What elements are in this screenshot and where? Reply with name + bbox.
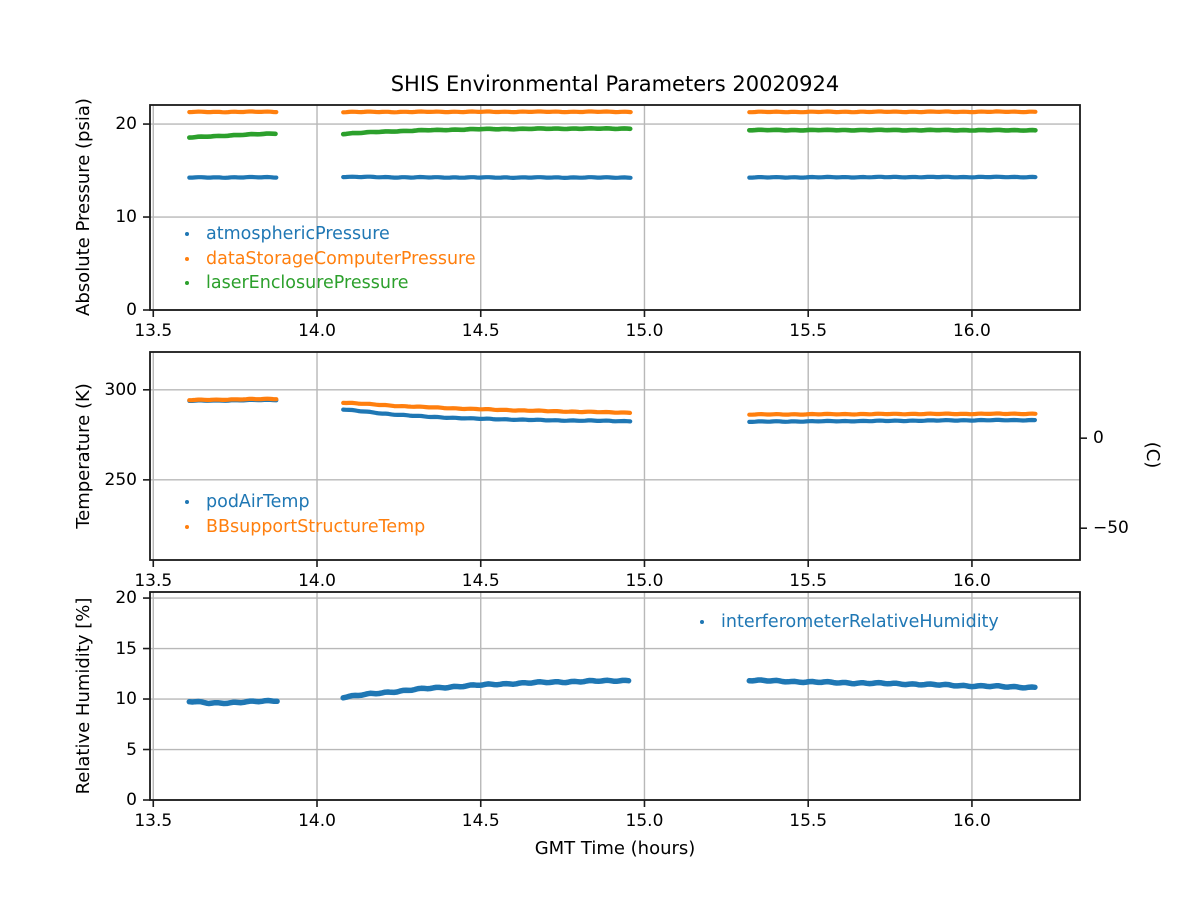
plot-frame xyxy=(149,351,1081,561)
series-BBsupportStructureTemp xyxy=(747,411,1038,417)
series-dataStorageComputerPressure xyxy=(747,109,1038,115)
series-atmosphericPressure xyxy=(187,174,279,180)
series-laserEnclosurePressure xyxy=(340,126,633,137)
celsius-axis-label: (C) xyxy=(1142,441,1163,469)
series-dataStorageComputerPressure xyxy=(341,109,633,115)
series-laserEnclosurePressure xyxy=(187,131,278,140)
series-atmosphericPressure xyxy=(747,174,1038,180)
series-podAirTemp xyxy=(341,407,633,424)
series-BBsupportStructureTemp xyxy=(341,400,633,415)
series-podAirTemp xyxy=(747,417,1037,424)
temperature-plot xyxy=(143,351,1087,567)
figure-title: SHIS Environmental Parameters 20020924 xyxy=(390,72,840,96)
series-interferometerRelativeHumidity xyxy=(746,677,1038,691)
plot-frame xyxy=(149,591,1081,801)
series-atmosphericPressure xyxy=(341,174,633,180)
series-laserEnclosurePressure xyxy=(747,127,1038,133)
series-interferometerRelativeHumidity xyxy=(340,677,632,701)
series-interferometerRelativeHumidity xyxy=(186,697,280,707)
x-axis-label: GMT Time (hours) xyxy=(534,838,696,859)
humidity-y-axis-label: Relative Humidity [%] xyxy=(73,597,94,795)
series-BBsupportStructureTemp xyxy=(187,396,279,403)
series-dataStorageComputerPressure xyxy=(187,109,279,115)
plot-frame xyxy=(149,104,1081,311)
humidity-plot xyxy=(143,591,1081,807)
pressure-plot xyxy=(143,104,1081,317)
